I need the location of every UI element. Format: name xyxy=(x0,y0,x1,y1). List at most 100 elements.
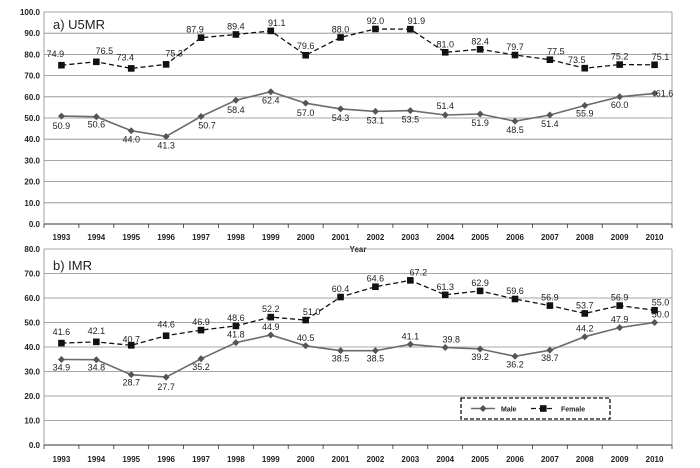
x-tick-label: 2004 xyxy=(436,455,454,464)
data-label-female: 87.9 xyxy=(186,25,204,35)
x-tick-label: 2006 xyxy=(506,455,524,464)
data-label-female: 51.0 xyxy=(303,307,321,317)
data-label-male: 50.9 xyxy=(53,121,71,131)
data-label-male: 38.5 xyxy=(332,354,350,364)
y-tick-label: 80.0 xyxy=(24,245,40,254)
data-point-male xyxy=(127,371,135,379)
data-label-male: 36.2 xyxy=(506,359,524,369)
data-point-male xyxy=(127,127,135,135)
x-axis-title: Year xyxy=(350,245,367,254)
panel-imr: 0.0 10.0 20.0 30.0 40.0 50.0 60.0 70.0 80.0 1993 1… xyxy=(24,245,673,464)
x-tick-label: 2006 xyxy=(506,233,524,242)
y-tick-label: 90.0 xyxy=(24,29,40,38)
y-tick-label: 60.0 xyxy=(24,93,40,102)
data-point-female xyxy=(232,31,240,38)
data-point-male xyxy=(197,355,205,363)
data-label-female: 64.6 xyxy=(367,274,385,284)
data-label-male: 60.0 xyxy=(611,100,629,110)
x-tick-label: 1998 xyxy=(227,233,245,242)
data-point-male xyxy=(616,93,624,101)
data-point-male xyxy=(302,99,310,107)
data-point-male xyxy=(197,113,205,121)
data-point-male xyxy=(337,347,345,355)
data-label-female: 55.0 xyxy=(652,297,670,307)
data-point-male xyxy=(57,112,65,120)
y-tick-label: 20.0 xyxy=(24,392,40,401)
data-label-female: 91.9 xyxy=(408,16,426,26)
data-point-female xyxy=(127,65,135,72)
data-point-male xyxy=(302,342,310,350)
data-label-male: 50.6 xyxy=(88,120,106,130)
data-point-female xyxy=(197,326,205,334)
data-label-male: 41.3 xyxy=(157,140,175,150)
data-point-male xyxy=(371,107,379,115)
data-point-female xyxy=(337,34,344,41)
data-point-female xyxy=(407,277,414,284)
data-point-male xyxy=(371,347,379,355)
data-point-male xyxy=(162,373,170,381)
data-point-female xyxy=(162,332,170,340)
data-point-male xyxy=(581,333,589,341)
data-point-female xyxy=(511,51,519,59)
data-label-female: 67.2 xyxy=(410,267,428,277)
data-point-female xyxy=(337,293,344,301)
data-label-female: 79.7 xyxy=(506,42,524,52)
y-tick-label: 10.0 xyxy=(24,417,40,426)
data-point-female xyxy=(581,310,589,317)
data-label-male: 53.1 xyxy=(367,115,385,125)
x-tick-label: 2004 xyxy=(436,233,454,242)
data-label-female: 73.5 xyxy=(568,55,586,65)
x-tick-label: 2009 xyxy=(611,233,629,242)
data-point-female xyxy=(93,338,100,346)
data-label-female: 92.0 xyxy=(367,16,385,26)
y-tick-label: 0.0 xyxy=(29,220,41,229)
x-tick-label: 2007 xyxy=(541,455,559,464)
legend-label-female: Female xyxy=(561,407,585,414)
data-label-female: 61.3 xyxy=(436,282,454,292)
data-label-male: 51.4 xyxy=(541,119,559,129)
data-label-male: 51.4 xyxy=(436,101,454,111)
data-point-female xyxy=(616,302,623,309)
data-point-female xyxy=(511,295,519,303)
data-label-female: 82.4 xyxy=(471,36,489,46)
data-point-female xyxy=(476,46,484,53)
chart-title: a) U5MR xyxy=(53,17,105,32)
data-point-male xyxy=(616,324,624,332)
data-label-female: 44.6 xyxy=(157,320,175,330)
data-point-female xyxy=(372,283,379,291)
y-tick-label: 40.0 xyxy=(24,343,40,352)
x-tick-label: 2003 xyxy=(401,455,419,464)
data-label-female: 40.7 xyxy=(122,334,140,344)
data-label-male: 34.8 xyxy=(88,363,106,373)
y-tick-label: 100.0 xyxy=(20,8,41,17)
data-point-female xyxy=(162,61,170,68)
y-tick-label: 30.0 xyxy=(24,368,40,377)
data-label-male: 40.5 xyxy=(297,333,315,343)
data-point-female xyxy=(197,34,205,41)
data-label-male: 41.1 xyxy=(402,331,420,341)
x-tick-label: 2001 xyxy=(332,233,350,242)
legend-marker-male xyxy=(479,405,487,412)
data-label-female: 75.2 xyxy=(611,52,629,62)
data-point-female xyxy=(267,313,275,321)
y-tick-label: 70.0 xyxy=(24,72,40,81)
data-label-female: 60.4 xyxy=(332,284,350,294)
data-point-female xyxy=(476,287,484,295)
data-label-male: 35.2 xyxy=(192,362,210,372)
data-point-male xyxy=(406,340,414,348)
y-tick-label: 20.0 xyxy=(24,178,40,187)
data-point-female xyxy=(441,291,449,299)
data-label-female: 48.6 xyxy=(227,313,245,323)
data-point-female xyxy=(581,64,589,72)
x-tick-label: 1994 xyxy=(87,455,105,464)
x-tick-label: 2003 xyxy=(401,233,419,242)
x-tick-label: 1999 xyxy=(262,233,280,242)
y-tick-label: 40.0 xyxy=(24,135,40,144)
data-label-female: 74.9 xyxy=(47,49,65,59)
data-point-male xyxy=(232,96,240,104)
data-label-male: 61.6 xyxy=(656,88,674,98)
chart-title: b) IMR xyxy=(53,258,92,273)
x-tick-label: 2005 xyxy=(471,233,489,242)
y-tick-label: 50.0 xyxy=(24,319,40,328)
data-point-female xyxy=(58,61,65,69)
